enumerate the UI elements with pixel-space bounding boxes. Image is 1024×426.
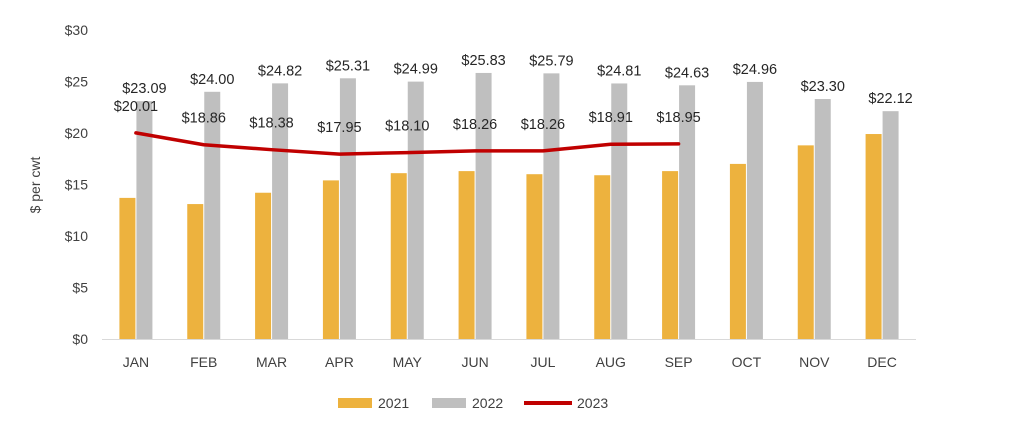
legend: 2021 2022 2023 bbox=[338, 395, 608, 411]
x-tick-label: NOV bbox=[799, 354, 830, 370]
bar-2022-mar bbox=[272, 83, 289, 339]
bar-2022-aug bbox=[611, 83, 628, 339]
data-label-2023: $18.91 bbox=[589, 110, 633, 126]
y-tick-label: $30 bbox=[65, 22, 89, 38]
y-tick-label: $15 bbox=[65, 177, 89, 193]
bar-2022-jul bbox=[543, 73, 560, 339]
data-label-2022: $24.82 bbox=[258, 63, 302, 79]
x-tick-label: OCT bbox=[732, 354, 762, 370]
bar-2021-feb bbox=[187, 204, 204, 339]
data-label-2022: $25.79 bbox=[529, 53, 573, 69]
bar-2022-jan bbox=[136, 101, 153, 339]
x-tick-label: AUG bbox=[596, 354, 626, 370]
x-axis: JAN FEB MAR APR MAY JUN JUL AUG SEP OCT NOV DEC bbox=[102, 339, 916, 370]
legend-label-2021: 2021 bbox=[378, 395, 409, 411]
bar-2021-oct bbox=[729, 163, 746, 339]
legend-label-2023: 2023 bbox=[577, 395, 608, 411]
bar-2021-jul bbox=[526, 174, 543, 339]
data-label-2023: $17.95 bbox=[317, 120, 361, 136]
bar-2021-sep bbox=[662, 171, 679, 339]
bar-series bbox=[119, 72, 899, 340]
legend-label-2022: 2022 bbox=[472, 395, 503, 411]
data-label-2023: $18.86 bbox=[182, 111, 226, 127]
bar-2021-dec bbox=[865, 134, 882, 339]
bar-2022-jun bbox=[475, 72, 492, 340]
data-label-2022: $23.09 bbox=[122, 81, 166, 97]
x-tick-label: JUL bbox=[530, 354, 555, 370]
x-tick-label: DEC bbox=[867, 354, 897, 370]
data-label-2022: $24.00 bbox=[190, 72, 234, 88]
y-tick-label: $5 bbox=[72, 280, 88, 296]
data-label-2023: $18.26 bbox=[453, 117, 497, 133]
y-axis-title: $ per cwt bbox=[27, 156, 43, 213]
data-label-2023: $18.38 bbox=[249, 116, 293, 132]
bar-2022-sep bbox=[679, 85, 696, 339]
bar-2022-apr bbox=[339, 78, 356, 339]
bar-2021-mar bbox=[255, 192, 272, 339]
legend-swatch-2021 bbox=[338, 398, 372, 408]
data-labels: $23.09 $24.00 $24.82 $25.31 $24.99 $25.83 $25.… bbox=[114, 53, 913, 136]
data-label-2022: $24.63 bbox=[665, 65, 709, 81]
data-label-2023: $18.95 bbox=[656, 110, 700, 126]
y-tick-label: $10 bbox=[65, 228, 89, 244]
data-label-2022: $23.30 bbox=[801, 79, 845, 95]
bar-2021-may bbox=[390, 173, 407, 339]
y-tick-label: $25 bbox=[65, 74, 89, 90]
bar-2021-aug bbox=[594, 175, 611, 339]
y-axis: $0 $5 $10 $15 $20 $25 $30 bbox=[65, 22, 89, 347]
bar-2022-nov bbox=[814, 99, 831, 339]
line-2023 bbox=[134, 131, 681, 156]
x-tick-label: APR bbox=[325, 354, 354, 370]
x-tick-label: SEP bbox=[665, 354, 693, 370]
x-tick-label: JUN bbox=[461, 354, 488, 370]
line-series bbox=[134, 131, 681, 156]
data-label-2022: $22.12 bbox=[868, 91, 912, 107]
data-label-2022: $24.81 bbox=[597, 63, 641, 79]
x-tick-label: JAN bbox=[123, 354, 149, 370]
bar-2022-dec bbox=[882, 111, 899, 339]
data-label-2023: $18.10 bbox=[385, 119, 429, 135]
data-label-2023: $20.01 bbox=[114, 99, 158, 115]
y-tick-label: $0 bbox=[72, 331, 88, 347]
bar-2022-feb bbox=[204, 91, 221, 339]
data-label-2022: $24.99 bbox=[394, 62, 438, 78]
y-tick-label: $20 bbox=[65, 125, 89, 141]
legend-swatch-2022 bbox=[432, 398, 466, 408]
bar-2022-oct bbox=[746, 81, 763, 340]
bar-2021-jan bbox=[119, 197, 136, 339]
data-label-2022: $24.96 bbox=[733, 62, 777, 78]
data-label-2022: $25.31 bbox=[326, 58, 370, 74]
data-label-2023: $18.26 bbox=[521, 117, 565, 133]
x-tick-label: MAR bbox=[256, 354, 287, 370]
bar-2021-jun bbox=[458, 171, 475, 339]
bar-2021-nov bbox=[797, 145, 814, 339]
data-label-2022: $25.83 bbox=[461, 53, 505, 69]
bar-2021-apr bbox=[322, 180, 339, 339]
x-tick-label: MAY bbox=[393, 354, 423, 370]
x-tick-label: FEB bbox=[190, 354, 217, 370]
bar-2022-may bbox=[407, 81, 424, 339]
